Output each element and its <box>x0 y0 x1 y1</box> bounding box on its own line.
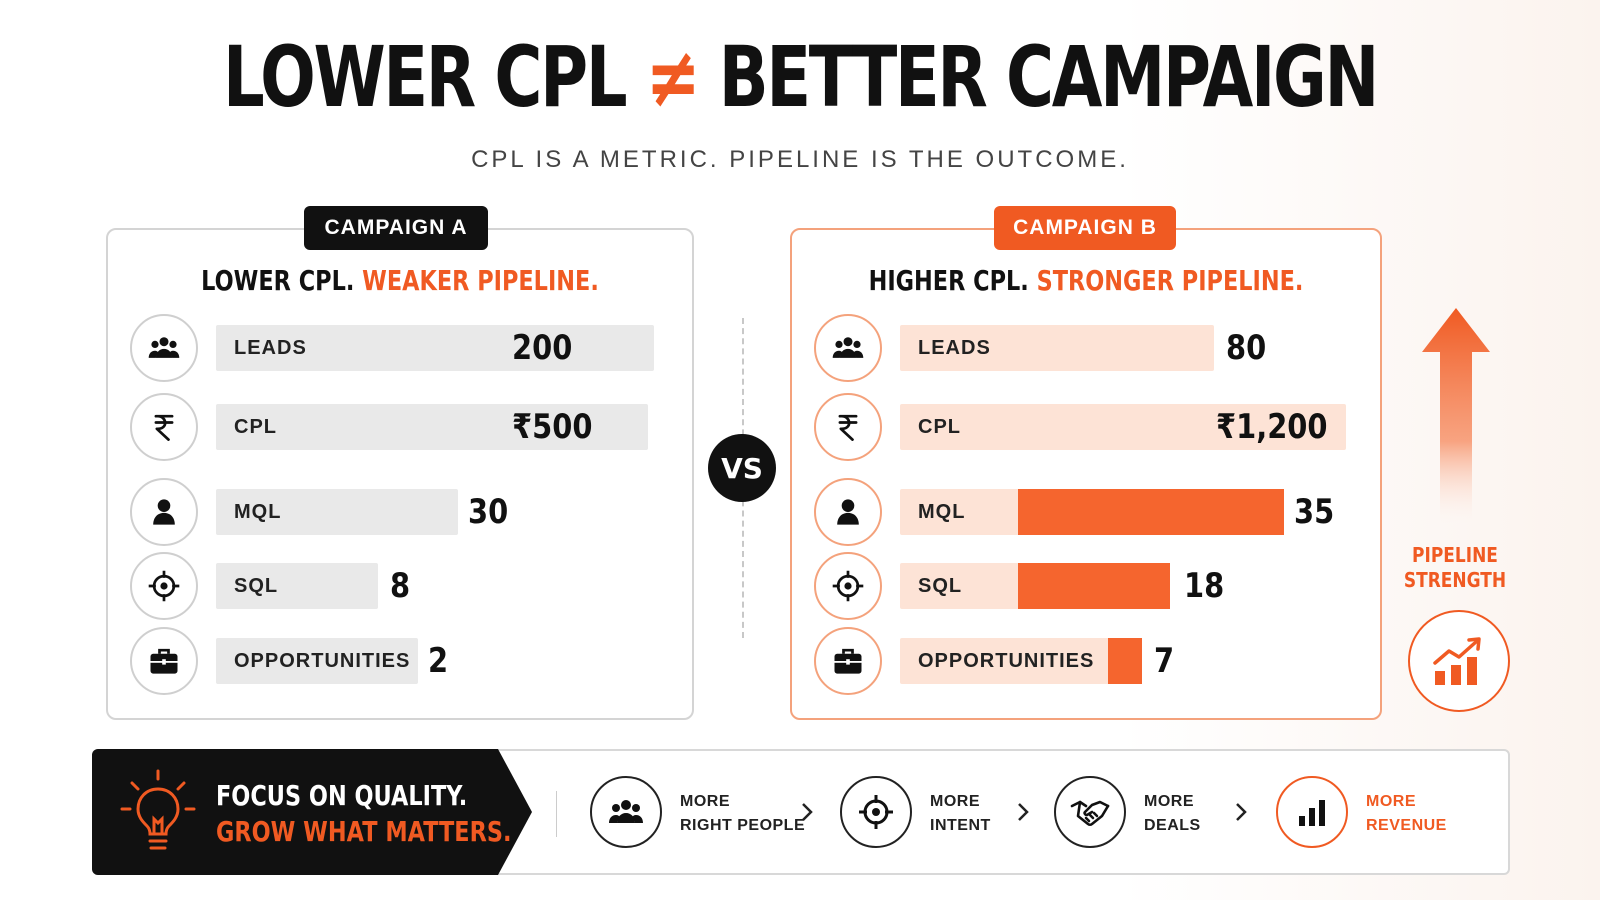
opportunities-label: OPPORTUNITIES <box>234 650 411 672</box>
people-icon <box>590 776 662 848</box>
mql-bar: MQL <box>900 489 1284 535</box>
mql-bar-fill <box>1018 489 1284 535</box>
sql-bar: SQL <box>216 563 378 609</box>
briefcase-icon <box>814 627 882 695</box>
campaign-a-title-highlight: WEAKER PIPELINE. <box>362 264 599 297</box>
sql-value: 18 <box>1184 566 1225 606</box>
leads-value: 80 <box>1226 328 1267 368</box>
mql-bar: MQL <box>216 489 458 535</box>
cpl-value: ₹1,200 <box>1216 407 1328 447</box>
chevron-right-icon <box>1018 803 1029 821</box>
opportunities-value: 7 <box>1154 641 1175 681</box>
not-equal-sign: ≠ <box>645 28 701 126</box>
target-icon <box>840 776 912 848</box>
chevron-right-icon <box>1236 803 1247 821</box>
campaign-a-row-sql: SQL 8 <box>108 552 692 620</box>
step-text: MORE INTENT <box>930 790 991 838</box>
mql-value: 30 <box>468 492 509 532</box>
step-text: MORE DEALS <box>1144 790 1201 838</box>
campaign-a-title-plain: LOWER CPL. <box>201 264 355 297</box>
campaign-b-row-opportunities: OPPORTUNITIES 7 <box>792 627 1380 695</box>
briefcase-icon <box>130 627 198 695</box>
campaign-b-panel: CAMPAIGN B HIGHER CPL. STRONGER PIPELINE… <box>790 206 1382 720</box>
campaign-b-row-leads: LEADS 80 <box>792 314 1380 382</box>
campaign-b-title-highlight: STRONGER PIPELINE. <box>1036 264 1304 297</box>
lightbulb-icon <box>120 769 196 855</box>
sql-value: 8 <box>390 566 411 606</box>
person-icon <box>130 478 198 546</box>
pipeline-strength-label: PIPELINE STRENGTH <box>1400 543 1511 593</box>
banner-separator <box>556 791 557 837</box>
target-icon <box>814 552 882 620</box>
bottom-banner: FOCUS ON QUALITY. GROW WHAT MATTERS. MOR… <box>92 749 1510 875</box>
sql-bar: SQL <box>900 563 1170 609</box>
campaign-a-title: LOWER CPL. WEAKER PIPELINE. <box>166 264 633 297</box>
cpl-label: CPL <box>234 416 277 438</box>
step-line2: DEALS <box>1144 817 1201 834</box>
pipeline-up-arrow-icon <box>1420 308 1492 530</box>
campaign-b-title-plain: HIGHER CPL. <box>868 264 1029 297</box>
campaign-a-tag: CAMPAIGN A <box>304 206 488 250</box>
focus-callout: FOCUS ON QUALITY. GROW WHAT MATTERS. <box>92 749 532 875</box>
subheadline: CPL IS A METRIC. PIPELINE IS THE OUTCOME… <box>471 146 1129 173</box>
opportunities-label: OPPORTUNITIES <box>918 650 1095 672</box>
cpl-bar: CPL <box>216 404 648 450</box>
mql-label: MQL <box>918 501 966 523</box>
campaign-b-tag: CAMPAIGN B <box>994 206 1176 250</box>
campaign-b-title: HIGHER CPL. STRONGER PIPELINE. <box>851 264 1321 297</box>
vs-badge: VS <box>708 434 776 502</box>
pipeline-strength-line2: STRENGTH <box>1403 568 1507 592</box>
step-line2: RIGHT PEOPLE <box>680 817 806 834</box>
growth-chart-icon <box>1408 610 1510 712</box>
mql-value: 35 <box>1294 492 1335 532</box>
step-line1: MORE <box>930 793 980 810</box>
leads-label: LEADS <box>234 337 307 359</box>
sql-label: SQL <box>234 575 279 597</box>
leads-bar: LEADS <box>216 325 654 371</box>
focus-line-2: GROW WHAT MATTERS. <box>216 815 512 848</box>
opportunities-bar-fill <box>1108 638 1142 684</box>
step-text: MORE REVENUE <box>1366 790 1447 838</box>
target-icon <box>130 552 198 620</box>
step-line2: REVENUE <box>1366 817 1447 834</box>
headline: LOWER CPL ≠ BETTER CAMPAIGN <box>176 28 1424 126</box>
leads-bar: LEADS <box>900 325 1214 371</box>
campaign-a-panel: CAMPAIGN A LOWER CPL. WEAKER PIPELINE. L… <box>106 206 694 720</box>
rupee-icon <box>814 393 882 461</box>
opportunities-bar: OPPORTUNITIES <box>216 638 418 684</box>
step-text: MORE RIGHT PEOPLE <box>680 790 805 838</box>
pipeline-strength-line1: PIPELINE <box>1412 543 1498 567</box>
cpl-value: ₹500 <box>512 407 593 447</box>
step-line1: MORE <box>680 793 730 810</box>
people-icon <box>814 314 882 382</box>
campaign-a-row-opportunities: OPPORTUNITIES 2 <box>108 627 692 695</box>
leads-value: 200 <box>512 328 573 368</box>
sql-bar-fill <box>1018 563 1170 609</box>
handshake-icon <box>1054 776 1126 848</box>
chevron-right-icon <box>802 803 813 821</box>
bar-chart-icon <box>1276 776 1348 848</box>
campaign-b-row-mql: MQL 35 <box>792 478 1380 546</box>
campaign-a-row-cpl: CPL ₹500 <box>108 393 692 461</box>
sql-label: SQL <box>918 575 963 597</box>
opportunities-bar: OPPORTUNITIES <box>900 638 1142 684</box>
rupee-icon <box>130 393 198 461</box>
headline-left: LOWER CPL <box>223 28 628 126</box>
step-line2: INTENT <box>930 817 991 834</box>
leads-label: LEADS <box>918 337 991 359</box>
step-line1: MORE <box>1144 793 1194 810</box>
step-line1: MORE <box>1366 793 1416 810</box>
mql-label: MQL <box>234 501 282 523</box>
focus-line-1: FOCUS ON QUALITY. <box>216 779 468 812</box>
campaign-a-row-leads: LEADS 200 <box>108 314 692 382</box>
headline-right: BETTER CAMPAIGN <box>718 28 1380 126</box>
opportunities-value: 2 <box>428 641 449 681</box>
cpl-label: CPL <box>918 416 961 438</box>
campaign-a-row-mql: MQL 30 <box>108 478 692 546</box>
cpl-bar: CPL <box>900 404 1346 450</box>
campaign-b-row-cpl: CPL ₹1,200 <box>792 393 1380 461</box>
campaign-b-row-sql: SQL 18 <box>792 552 1380 620</box>
person-icon <box>814 478 882 546</box>
people-icon <box>130 314 198 382</box>
